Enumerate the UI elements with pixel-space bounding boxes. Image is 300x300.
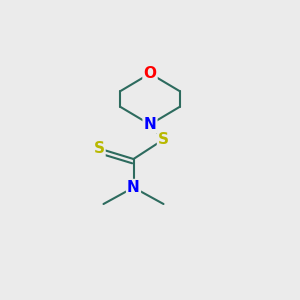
Text: N: N — [127, 180, 140, 195]
Text: S: S — [94, 141, 104, 156]
Text: N: N — [144, 117, 156, 132]
Text: O: O — [143, 66, 157, 81]
Text: S: S — [158, 132, 169, 147]
